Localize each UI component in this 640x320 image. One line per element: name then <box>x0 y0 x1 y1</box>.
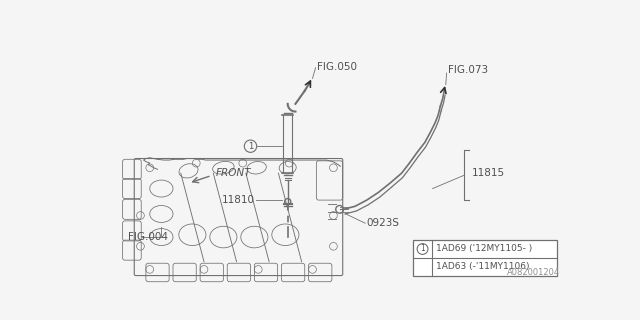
Bar <box>413 240 557 276</box>
Text: FIG.050: FIG.050 <box>317 61 357 71</box>
Text: A082001204: A082001204 <box>508 268 561 277</box>
Text: 1: 1 <box>248 142 253 151</box>
Text: FIG.073: FIG.073 <box>448 65 488 75</box>
Text: 11815: 11815 <box>472 168 504 178</box>
Text: 11810: 11810 <box>221 195 254 205</box>
Text: 0923S: 0923S <box>367 218 400 228</box>
Text: FIG.004: FIG.004 <box>128 232 168 242</box>
Text: 1AD69 ('12MY1105- ): 1AD69 ('12MY1105- ) <box>436 244 532 253</box>
Text: 1AD63 (-'11MY1106): 1AD63 (-'11MY1106) <box>436 262 530 271</box>
Text: FRONT: FRONT <box>216 168 251 178</box>
Text: 1: 1 <box>420 244 425 253</box>
